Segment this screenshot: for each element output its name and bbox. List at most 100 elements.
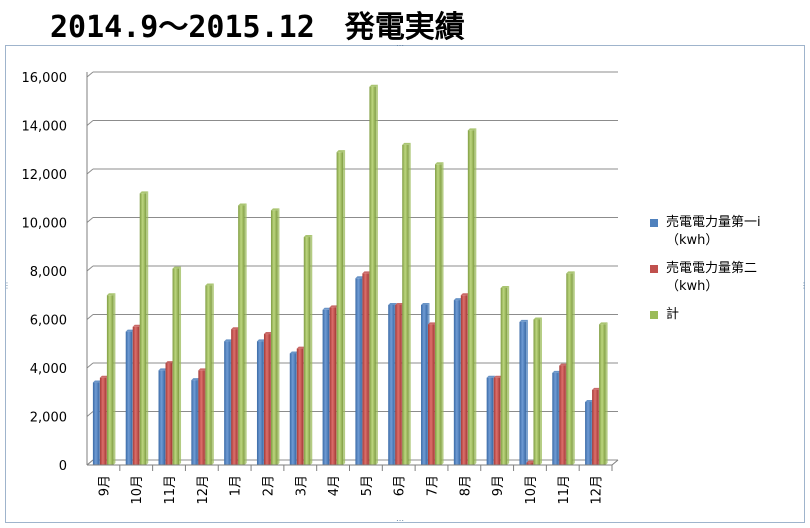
bar-2 — [526, 462, 533, 465]
bar-3 — [238, 205, 245, 465]
bar-side — [408, 142, 411, 465]
x-tick-label: 6月 — [393, 475, 408, 496]
bar-top — [289, 351, 299, 354]
bar-2 — [493, 377, 501, 465]
bar-top — [158, 368, 168, 371]
y-tick-label: 0 — [59, 459, 67, 474]
bar-top — [270, 208, 280, 211]
bar-3 — [599, 324, 606, 465]
bar-top — [139, 191, 149, 194]
bar-2 — [198, 370, 205, 465]
bar-2 — [231, 329, 238, 465]
bar-top — [198, 368, 207, 371]
bar-2 — [165, 363, 173, 465]
x-tick-label: 12月 — [590, 475, 605, 505]
bar-side — [179, 266, 182, 465]
bar-top — [388, 302, 397, 305]
bar-top — [526, 460, 535, 463]
bar-top — [205, 283, 214, 286]
bar-top — [519, 319, 528, 322]
bar-top — [125, 329, 135, 332]
bar-top — [428, 322, 437, 325]
bar-top — [322, 307, 332, 310]
bar-top — [296, 346, 306, 349]
x-tick-label: 9月 — [491, 475, 506, 496]
bar-top — [336, 150, 346, 153]
bar-top — [552, 370, 561, 373]
legend-label: 売電電力量第一i（kwh） — [666, 215, 761, 248]
bar-top — [238, 203, 247, 206]
legend-swatch — [650, 219, 658, 227]
bar-top — [369, 84, 378, 87]
resize-handle-right[interactable]: ⋮ — [800, 281, 808, 290]
bar-top — [566, 271, 575, 274]
bar-side — [146, 191, 149, 465]
bar-3 — [369, 86, 376, 465]
bar-top — [303, 235, 313, 238]
bar-1 — [125, 331, 133, 465]
bar-2 — [592, 389, 599, 465]
bar-3 — [172, 268, 180, 465]
bar-1 — [388, 304, 395, 465]
y-tick-label: 10,000 — [22, 217, 68, 232]
x-tick-label: 2月 — [261, 475, 276, 496]
x-axis-depth — [611, 459, 619, 466]
y-tick-label: 6,000 — [30, 314, 67, 329]
bar-top — [500, 285, 510, 288]
bar-side — [441, 162, 444, 466]
bar-2 — [99, 377, 107, 465]
resize-handle-left[interactable]: ⋮ — [3, 281, 11, 290]
bar-side — [507, 285, 510, 465]
bar-1 — [486, 377, 494, 465]
gridline-depth — [86, 459, 94, 466]
x-tick-label: 11月 — [163, 475, 178, 505]
bar-3 — [270, 210, 278, 465]
bar-top — [486, 375, 496, 378]
bar-top — [435, 162, 444, 165]
y-tick-label: 4,000 — [30, 362, 67, 377]
bar-top — [106, 293, 116, 296]
bar-top — [99, 375, 109, 378]
bar-3 — [336, 152, 344, 466]
x-tick-label: 7月 — [426, 475, 441, 496]
page-title: 2014.9～2015.12 発電実績 — [50, 10, 465, 45]
bar-top — [92, 380, 102, 383]
chart-legend: 売電電力量第一i（kwh） 売電電力量第二（kwh） 計 — [650, 214, 800, 334]
bar-top — [355, 276, 364, 279]
bar-top — [421, 302, 430, 305]
resize-handle-bottom[interactable]: ⋯ — [396, 516, 404, 525]
bar-3 — [500, 287, 508, 465]
bar-1 — [158, 370, 166, 465]
bar-side — [539, 317, 542, 465]
legend-label: 売電電力量第二（kwh） — [666, 261, 758, 294]
legend-swatch — [650, 265, 658, 273]
bar-2 — [460, 295, 468, 465]
bar-2 — [132, 326, 140, 465]
gridline-depth — [86, 71, 94, 78]
legend-item: 計 — [650, 306, 800, 324]
gridline-depth — [86, 362, 94, 369]
gridline-depth — [86, 217, 94, 223]
bar-3 — [533, 319, 540, 465]
bar-side — [343, 150, 346, 466]
bar-side — [211, 283, 214, 465]
bar-top — [453, 298, 463, 301]
y-tick-label: 2,000 — [30, 411, 67, 426]
x-tick-label: 5月 — [360, 475, 375, 496]
x-tick-label: 11月 — [557, 475, 572, 505]
bar-2 — [559, 365, 566, 465]
bar-top — [191, 378, 200, 381]
gridline-depth — [86, 411, 94, 417]
resize-handle-top[interactable]: ⋯ — [396, 41, 404, 50]
bar-1 — [224, 341, 231, 465]
bar-top — [172, 266, 182, 269]
bar-2 — [395, 304, 402, 465]
bar-3 — [435, 164, 442, 466]
bar-1 — [552, 372, 559, 465]
bar-2 — [263, 334, 271, 465]
bar-top — [256, 339, 266, 342]
x-tick-label: 1月 — [229, 475, 244, 496]
x-tick-label: 10月 — [524, 475, 539, 505]
y-tick-label: 8,000 — [30, 265, 67, 280]
bar-2 — [362, 273, 369, 465]
